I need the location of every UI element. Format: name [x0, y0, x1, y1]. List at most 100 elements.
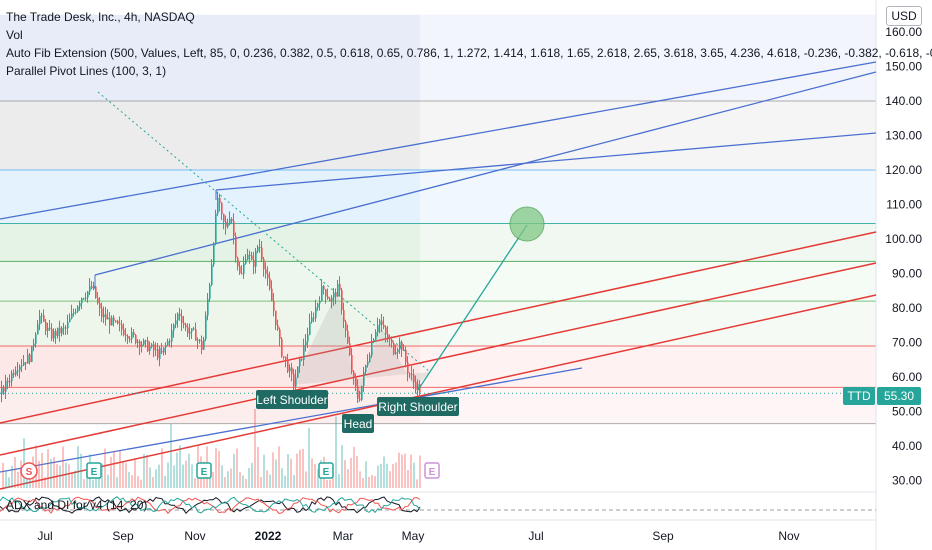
- volume-bar: [407, 470, 409, 488]
- volume-bar: [59, 465, 61, 488]
- candle-body: [155, 349, 157, 351]
- volume-bar: [398, 452, 400, 488]
- candle-body: [317, 303, 319, 308]
- candle-body: [145, 340, 147, 342]
- pivot-channel-red-0: [0, 231, 877, 424]
- candle-body: [391, 340, 393, 344]
- volume-bar: [53, 457, 55, 488]
- volume-bar: [68, 464, 70, 488]
- volume-bar: [326, 479, 328, 488]
- volume-bar: [134, 458, 136, 488]
- volume-bar: [251, 462, 253, 488]
- event-marker-letter: S: [26, 467, 33, 478]
- candle-body: [121, 324, 123, 330]
- candle-body: [119, 323, 121, 325]
- price-axis-tick: 160.00: [885, 25, 922, 39]
- candle-body: [215, 213, 217, 244]
- volume-bar: [17, 471, 19, 488]
- volume-bar: [191, 464, 193, 488]
- candle-body: [353, 371, 355, 377]
- volume-bar: [143, 454, 145, 488]
- volume-bar: [104, 448, 106, 488]
- volume-bar: [170, 423, 172, 488]
- candle-body: [331, 297, 333, 302]
- volume-bar: [155, 469, 157, 488]
- earnings-event-icon: [86, 462, 102, 479]
- candle-body: [267, 273, 269, 279]
- time-axis-tick: Nov: [184, 529, 205, 543]
- candle-body: [39, 315, 41, 325]
- volume-bar: [371, 474, 373, 488]
- price-axis-tick: 120.00: [885, 163, 922, 177]
- candle-body: [31, 345, 33, 362]
- candle-body: [193, 328, 195, 330]
- target-circle: [509, 206, 545, 242]
- candle-body: [361, 385, 363, 400]
- volume-bar: [344, 460, 346, 488]
- candle-body: [175, 320, 177, 325]
- candle-body: [403, 349, 405, 351]
- candle-body: [7, 380, 9, 383]
- candle-body: [173, 324, 175, 331]
- downtrend-line: [97, 91, 431, 373]
- volume-bar: [131, 475, 133, 488]
- volume-bar: [116, 477, 118, 488]
- candle-body: [305, 341, 307, 346]
- candle-body: [205, 315, 207, 340]
- candle-body: [115, 320, 117, 322]
- candle-body: [185, 324, 187, 328]
- candle-body: [15, 370, 17, 375]
- candle-body: [191, 328, 193, 332]
- candle-body: [5, 380, 7, 392]
- candle-body: [203, 339, 205, 350]
- candle-body: [401, 341, 403, 351]
- volume-bar: [242, 475, 244, 488]
- volume-bar: [152, 477, 154, 488]
- candle-body: [125, 334, 127, 336]
- volume-bar: [137, 476, 139, 488]
- pivot-channel-blue-1: [94, 71, 877, 276]
- candle-body: [177, 313, 179, 321]
- volume-bar: [179, 445, 181, 488]
- candle-body: [149, 346, 151, 351]
- candle-body: [55, 331, 57, 336]
- candle-body: [235, 236, 237, 258]
- candle-body: [219, 197, 221, 203]
- volume-bar: [362, 478, 364, 488]
- ticker-tag-box: [843, 387, 875, 405]
- volume-bar: [119, 450, 121, 488]
- candle-body: [257, 246, 259, 252]
- pivot-channel-blue-0: [0, 61, 877, 220]
- candle-body: [233, 221, 235, 237]
- candle-body: [209, 284, 211, 299]
- candle-body: [367, 361, 369, 366]
- volume-bar: [410, 454, 412, 488]
- candle-body: [279, 329, 281, 339]
- candle-body: [51, 329, 53, 339]
- volume-bar: [308, 427, 310, 488]
- volume-bar: [11, 465, 13, 488]
- candle-body: [105, 314, 107, 320]
- event-marker-letter: E: [201, 467, 208, 478]
- time-axis-tick: 2022: [255, 529, 282, 543]
- candle-body: [309, 321, 311, 335]
- candle-body: [295, 377, 297, 387]
- candle-body: [283, 356, 285, 358]
- volume-bar: [419, 455, 421, 488]
- volume-bar: [158, 464, 160, 488]
- price-axis-tick: 60.00: [892, 370, 922, 384]
- candle-body: [375, 331, 377, 340]
- candle-body: [127, 335, 129, 339]
- candle-body: [97, 297, 99, 304]
- right-shoulder-label-box: [377, 397, 459, 416]
- candle-body: [79, 303, 81, 307]
- candle-body: [111, 317, 113, 326]
- candle-body: [61, 327, 63, 334]
- candle-body: [243, 263, 245, 274]
- volume-bar: [176, 452, 178, 488]
- volume-bar: [311, 458, 313, 488]
- split-event-icon: [20, 462, 38, 480]
- volume-bar: [416, 479, 418, 488]
- candle-body: [247, 254, 249, 260]
